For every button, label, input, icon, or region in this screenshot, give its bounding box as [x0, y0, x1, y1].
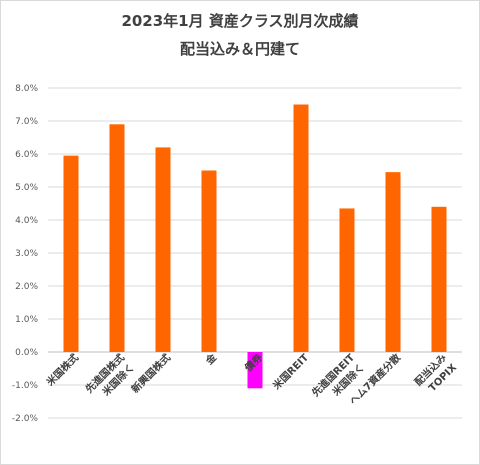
- chart-title: 2023年1月 資産クラス別月次成績: [121, 12, 359, 30]
- category-label: 先進国株式米国除く: [83, 351, 137, 405]
- y-tick-label: 2.0%: [15, 282, 38, 292]
- y-tick-label: -2.0%: [12, 414, 39, 424]
- y-tick-label: 7.0%: [15, 117, 38, 127]
- bar: [109, 124, 125, 352]
- y-tick-label: 6.0%: [15, 150, 38, 160]
- bar: [155, 147, 171, 352]
- y-tick-label: 4.0%: [15, 216, 38, 226]
- y-tick-label: 5.0%: [15, 183, 38, 193]
- y-tick-label: -1.0%: [12, 381, 39, 391]
- bar: [201, 170, 217, 352]
- bar: [293, 104, 309, 352]
- category-label-line: 新興国株式: [129, 351, 174, 396]
- y-tick-label: 8.0%: [15, 84, 38, 94]
- category-label: 配当込みTOPIX: [412, 351, 460, 399]
- y-tick-label: 3.0%: [15, 249, 38, 259]
- category-label-line: 金: [202, 350, 220, 368]
- bar: [247, 352, 263, 389]
- bar: [385, 172, 401, 352]
- bar: [63, 155, 79, 352]
- chart-subtitle: 配当込み＆円建て: [179, 40, 300, 58]
- category-label: 新興国株式: [129, 351, 174, 396]
- bar: [431, 206, 447, 352]
- category-label: 米国REIT: [270, 351, 311, 392]
- category-label: 米国株式: [44, 351, 81, 388]
- category-label-line: 米国REIT: [270, 351, 311, 392]
- y-tick-label: 0.0%: [15, 348, 38, 358]
- bar: [339, 208, 355, 352]
- y-tick-label: 1.0%: [15, 315, 38, 325]
- category-label: 金: [202, 350, 220, 368]
- category-label-line: 米国株式: [44, 351, 81, 388]
